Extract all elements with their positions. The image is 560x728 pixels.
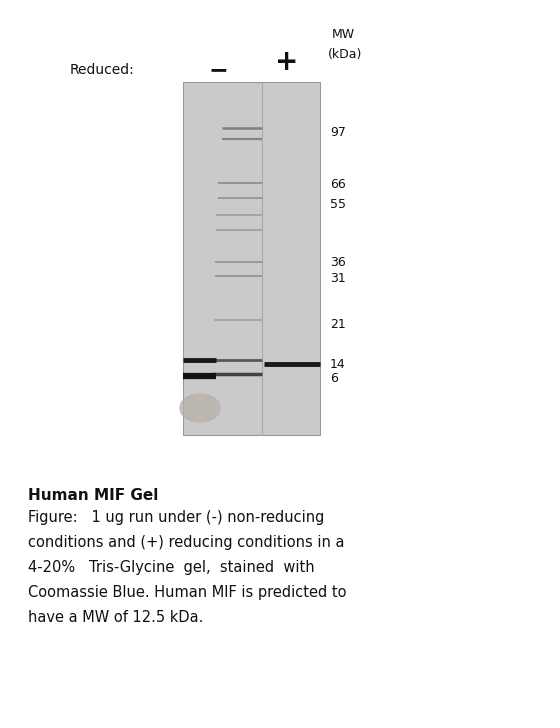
Text: conditions and (+) reducing conditions in a: conditions and (+) reducing conditions i… [28, 535, 344, 550]
Text: −: − [208, 58, 228, 82]
Bar [183, 82, 320, 435]
Text: 36: 36 [330, 256, 346, 269]
Text: Human MIF Gel: Human MIF Gel [28, 488, 158, 503]
Text: 14: 14 [330, 357, 346, 371]
Text: Reduced:: Reduced: [70, 63, 135, 77]
Text: MW: MW [332, 28, 355, 41]
Text: Figure:   1 ug run under (-) non-reducing: Figure: 1 ug run under (-) non-reducing [28, 510, 324, 525]
Text: (kDa): (kDa) [328, 48, 362, 61]
Text: Coomassie Blue. Human MIF is predicted to: Coomassie Blue. Human MIF is predicted t… [28, 585, 347, 600]
Text: 66: 66 [330, 178, 346, 191]
Text: 6: 6 [330, 371, 338, 384]
Text: 31: 31 [330, 272, 346, 285]
Text: 55: 55 [330, 199, 346, 212]
Ellipse shape [180, 394, 220, 422]
Text: 4-20%   Tris-Glycine  gel,  stained  with: 4-20% Tris-Glycine gel, stained with [28, 560, 315, 575]
Text: 21: 21 [330, 317, 346, 331]
Text: 97: 97 [330, 127, 346, 140]
Text: have a MW of 12.5 kDa.: have a MW of 12.5 kDa. [28, 610, 203, 625]
Text: +: + [276, 48, 298, 76]
